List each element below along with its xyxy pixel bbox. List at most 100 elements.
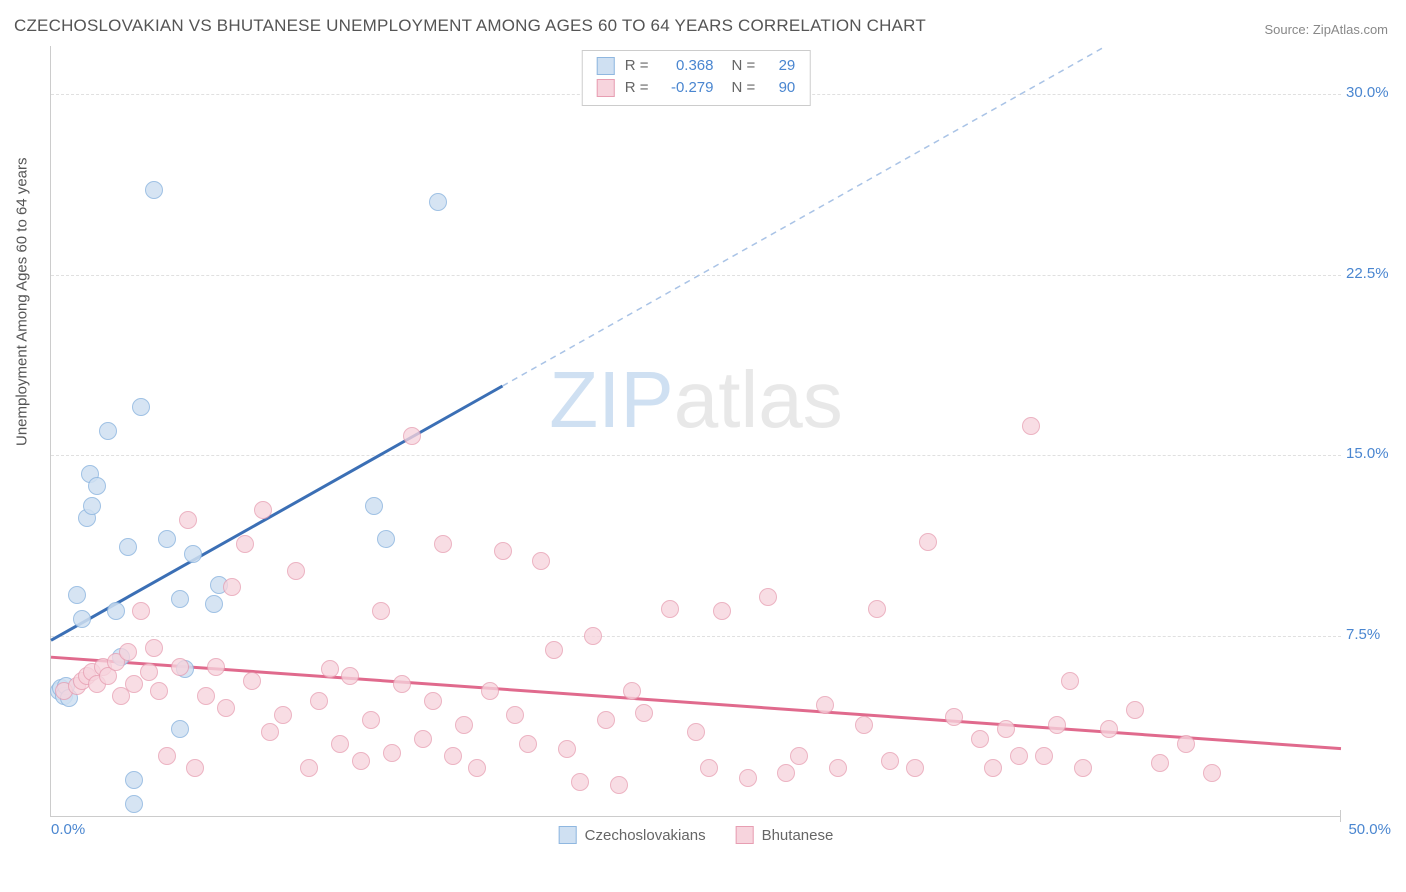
data-point <box>1010 747 1028 765</box>
data-point <box>261 723 279 741</box>
data-point <box>125 675 143 693</box>
data-point <box>310 692 328 710</box>
data-point <box>125 771 143 789</box>
legend-swatch <box>597 57 615 75</box>
data-point <box>997 720 1015 738</box>
data-point <box>145 639 163 657</box>
data-point <box>403 427 421 445</box>
data-point <box>171 658 189 676</box>
data-point <box>68 586 86 604</box>
legend-label: Czechoslovakians <box>585 827 706 844</box>
source-attribution: Source: ZipAtlas.com <box>1264 22 1388 37</box>
data-point <box>140 663 158 681</box>
plot-area: ZIPatlas 7.5%15.0%22.5%30.0% 0.0% 50.0% … <box>50 46 1341 817</box>
data-point <box>1048 716 1066 734</box>
data-point <box>125 795 143 813</box>
data-point <box>287 562 305 580</box>
data-point <box>1100 720 1118 738</box>
data-point <box>223 578 241 596</box>
data-point <box>184 545 202 563</box>
data-point <box>971 730 989 748</box>
data-point <box>158 747 176 765</box>
data-point <box>150 682 168 700</box>
data-point <box>236 535 254 553</box>
legend-item: Bhutanese <box>736 826 834 844</box>
data-point <box>584 627 602 645</box>
data-point <box>171 590 189 608</box>
data-point <box>107 602 125 620</box>
data-point <box>321 660 339 678</box>
data-point <box>132 602 150 620</box>
data-point <box>1022 417 1040 435</box>
data-point <box>254 501 272 519</box>
data-point <box>73 610 91 628</box>
y-tick-label: 7.5% <box>1346 626 1401 643</box>
legend-row: R =0.368N =29 <box>597 55 796 77</box>
data-point <box>145 181 163 199</box>
data-point <box>119 643 137 661</box>
data-point <box>919 533 937 551</box>
data-point <box>713 602 731 620</box>
data-point <box>1035 747 1053 765</box>
data-point <box>984 759 1002 777</box>
data-point <box>393 675 411 693</box>
data-point <box>243 672 261 690</box>
data-point <box>352 752 370 770</box>
data-point <box>217 699 235 717</box>
data-point <box>635 704 653 722</box>
data-point <box>881 752 899 770</box>
data-point <box>197 687 215 705</box>
data-point <box>362 711 380 729</box>
data-point <box>816 696 834 714</box>
data-point <box>372 602 390 620</box>
legend-r-label: R = <box>625 55 649 77</box>
data-point <box>790 747 808 765</box>
data-point <box>945 708 963 726</box>
data-point <box>274 706 292 724</box>
data-point <box>906 759 924 777</box>
data-point <box>739 769 757 787</box>
data-point <box>468 759 486 777</box>
legend-n-label: N = <box>732 77 756 99</box>
data-point <box>377 530 395 548</box>
data-point <box>119 538 137 556</box>
data-point <box>494 542 512 560</box>
legend-swatch <box>559 826 577 844</box>
legend-n-value: 90 <box>765 77 795 99</box>
data-point <box>1126 701 1144 719</box>
y-tick-label: 22.5% <box>1346 265 1401 282</box>
legend-series: Czechoslovakians Bhutanese <box>559 826 834 844</box>
x-end-tick <box>1340 810 1341 822</box>
data-point <box>519 735 537 753</box>
data-point <box>171 720 189 738</box>
data-point <box>558 740 576 758</box>
data-point <box>331 735 349 753</box>
legend-item: Czechoslovakians <box>559 826 706 844</box>
y-tick-label: 30.0% <box>1346 84 1401 101</box>
data-point <box>455 716 473 734</box>
data-point <box>597 711 615 729</box>
data-point <box>179 511 197 529</box>
data-point <box>700 759 718 777</box>
data-point <box>687 723 705 741</box>
data-point <box>158 530 176 548</box>
data-point <box>545 641 563 659</box>
data-point <box>444 747 462 765</box>
data-point <box>83 497 101 515</box>
data-point <box>383 744 401 762</box>
legend-n-label: N = <box>732 55 756 77</box>
data-point <box>532 552 550 570</box>
legend-row: R =-0.279N =90 <box>597 77 796 99</box>
data-point <box>481 682 499 700</box>
legend-label: Bhutanese <box>762 827 834 844</box>
x-tick-right: 50.0% <box>1348 821 1391 838</box>
y-tick-label: 15.0% <box>1346 445 1401 462</box>
legend-r-value: 0.368 <box>659 55 714 77</box>
data-point <box>1203 764 1221 782</box>
data-point <box>414 730 432 748</box>
data-point <box>1151 754 1169 772</box>
y-axis-label: Unemployment Among Ages 60 to 64 years <box>14 157 31 446</box>
data-point <box>1061 672 1079 690</box>
data-point <box>855 716 873 734</box>
data-point <box>365 497 383 515</box>
